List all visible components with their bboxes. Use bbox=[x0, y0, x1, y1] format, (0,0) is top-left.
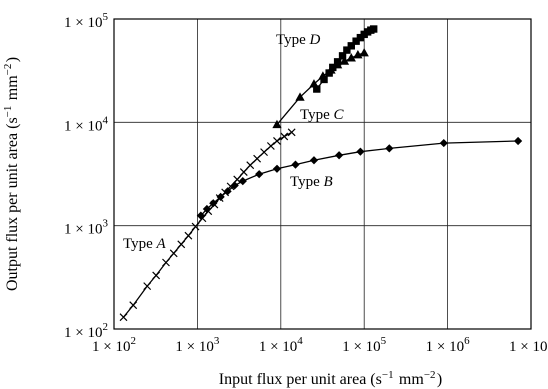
series-label-type-c: Type C bbox=[300, 107, 345, 123]
data-point bbox=[246, 161, 255, 170]
data-point bbox=[313, 85, 321, 93]
data-point bbox=[230, 181, 239, 190]
series-labels: Type A Type B Type C Type D bbox=[123, 32, 345, 252]
data-point bbox=[346, 53, 356, 62]
data-point bbox=[177, 240, 186, 249]
data-point bbox=[338, 52, 347, 60]
series-type-b bbox=[196, 136, 523, 220]
data-point bbox=[329, 63, 337, 72]
data-point bbox=[255, 170, 264, 179]
data-point bbox=[334, 151, 344, 160]
series-type-a bbox=[119, 128, 296, 322]
data-point bbox=[339, 56, 350, 65]
data-point bbox=[253, 154, 262, 163]
tick-labels: 1 × 102 1 × 103 1 × 104 1 × 105 1 × 106 1 × 1… bbox=[64, 11, 548, 355]
data-point bbox=[129, 301, 138, 310]
data-point bbox=[196, 211, 205, 220]
data-point bbox=[239, 168, 248, 177]
data-point bbox=[273, 137, 281, 145]
series-layer bbox=[119, 25, 523, 322]
data-point bbox=[439, 138, 448, 148]
y-axis-title: Output flux per unit area (s−1 mm−2 ) bbox=[2, 57, 21, 291]
data-point bbox=[356, 147, 365, 156]
data-point bbox=[202, 204, 212, 214]
data-point bbox=[359, 48, 369, 57]
data-point bbox=[272, 164, 282, 173]
x-tick-label: 1 × 106 bbox=[426, 335, 470, 355]
data-point bbox=[162, 258, 170, 267]
data-point bbox=[143, 282, 152, 291]
data-point bbox=[169, 249, 178, 258]
data-point bbox=[260, 148, 268, 157]
y-tick-label: 1 × 102 bbox=[64, 321, 108, 341]
y-tick-label: 1 × 103 bbox=[64, 218, 108, 238]
x-tick-label: 1 × 103 bbox=[175, 335, 219, 355]
data-point bbox=[191, 222, 200, 231]
series-label-type-b: Type B bbox=[290, 174, 333, 190]
grid-lines bbox=[114, 19, 531, 329]
data-point bbox=[223, 187, 232, 196]
series-line-type-b bbox=[200, 140, 519, 217]
data-point bbox=[216, 192, 225, 201]
data-point bbox=[309, 156, 319, 165]
data-point bbox=[347, 42, 355, 50]
series-label-type-a: Type A bbox=[123, 236, 167, 252]
y-tick-label: 1 × 104 bbox=[64, 114, 108, 134]
data-point bbox=[272, 119, 282, 129]
data-point bbox=[119, 313, 128, 322]
x-tick-label: 1 × 107 bbox=[509, 335, 548, 355]
series-type-d bbox=[313, 25, 378, 93]
data-point bbox=[287, 128, 296, 137]
data-point bbox=[280, 132, 289, 141]
data-point bbox=[513, 136, 523, 146]
plot-frame bbox=[113, 18, 532, 330]
x-axis-title: Input flux per unit area (s−1 mm−2 ) bbox=[219, 369, 442, 388]
x-tick-label: 1 × 102 bbox=[92, 335, 136, 355]
series-label-type-d: Type D bbox=[276, 32, 321, 48]
data-point bbox=[320, 75, 328, 84]
series-line-type-a bbox=[122, 131, 293, 318]
data-point bbox=[291, 160, 300, 169]
data-point bbox=[209, 199, 218, 208]
x-tick-label: 1 × 105 bbox=[342, 335, 386, 355]
data-point bbox=[333, 58, 342, 66]
data-point bbox=[370, 25, 378, 33]
data-point bbox=[184, 231, 193, 240]
data-point bbox=[385, 144, 394, 153]
x-tick-label: 1 × 104 bbox=[259, 335, 303, 355]
data-point bbox=[152, 271, 161, 280]
y-tick-label: 1 × 105 bbox=[64, 11, 108, 31]
data-point bbox=[343, 46, 351, 54]
data-point bbox=[295, 92, 305, 101]
data-point bbox=[266, 142, 275, 150]
data-point bbox=[238, 176, 247, 186]
